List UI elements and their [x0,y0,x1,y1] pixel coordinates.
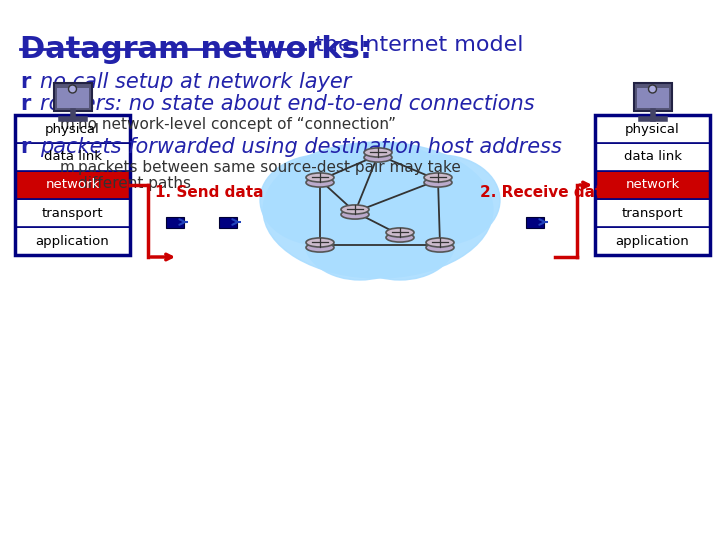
Bar [15,199,130,227]
Text: 1. Send data: 1. Send data [155,185,264,200]
Circle shape [649,85,657,93]
Ellipse shape [380,155,500,245]
Text: packets between same source-dest pair may take: packets between same source-dest pair ma… [78,160,461,175]
Ellipse shape [263,142,493,278]
Bar [595,143,710,171]
Ellipse shape [426,238,454,247]
Bar [219,217,237,227]
Text: 2. Receive data: 2. Receive data [480,185,613,200]
Text: different paths: different paths [78,176,191,191]
Bar [53,83,91,111]
Ellipse shape [341,205,369,214]
Ellipse shape [386,228,414,237]
Bar [526,217,544,227]
Ellipse shape [386,233,414,242]
Text: packets forwarded using destination host address: packets forwarded using destination host… [40,137,562,157]
Ellipse shape [424,178,452,187]
Bar [595,227,710,255]
Ellipse shape [345,204,455,280]
Ellipse shape [364,153,392,162]
Text: m: m [60,160,75,175]
Ellipse shape [306,243,334,252]
Text: no network-level concept of “connection”: no network-level concept of “connection” [78,117,396,132]
Bar [636,88,668,108]
Bar [15,171,130,199]
Text: application: application [616,234,689,247]
Ellipse shape [305,204,415,280]
Text: transport: transport [621,206,683,219]
Text: physical: physical [45,123,100,136]
Ellipse shape [426,243,454,252]
Ellipse shape [364,148,392,157]
Bar [166,217,184,227]
Bar [595,199,710,227]
Text: the Internet model: the Internet model [308,35,523,55]
Ellipse shape [424,173,452,182]
Bar [15,227,130,255]
Text: transport: transport [42,206,103,219]
Text: routers: no state about end-to-end connections: routers: no state about end-to-end conne… [40,94,535,114]
Text: no call setup at network layer: no call setup at network layer [40,72,351,92]
Text: network: network [626,179,680,192]
Bar [595,171,710,199]
Ellipse shape [306,238,334,247]
Circle shape [68,85,76,93]
Ellipse shape [306,178,334,187]
Ellipse shape [308,143,448,213]
Bar [595,115,710,255]
Text: r: r [20,137,30,157]
Bar [15,115,130,143]
Text: application: application [35,234,109,247]
Bar [595,115,710,143]
Text: data link: data link [624,151,682,164]
Bar [56,88,89,108]
Text: r: r [20,94,30,114]
Text: Datagram networks:: Datagram networks: [20,35,372,64]
Ellipse shape [306,173,334,182]
Ellipse shape [341,210,369,219]
Text: physical: physical [625,123,680,136]
Bar [15,143,130,171]
Text: m: m [60,117,75,132]
Ellipse shape [260,155,380,245]
Text: r: r [20,72,30,92]
Text: network: network [45,179,99,192]
Bar [15,115,130,255]
Text: data link: data link [43,151,102,164]
Bar [634,83,672,111]
